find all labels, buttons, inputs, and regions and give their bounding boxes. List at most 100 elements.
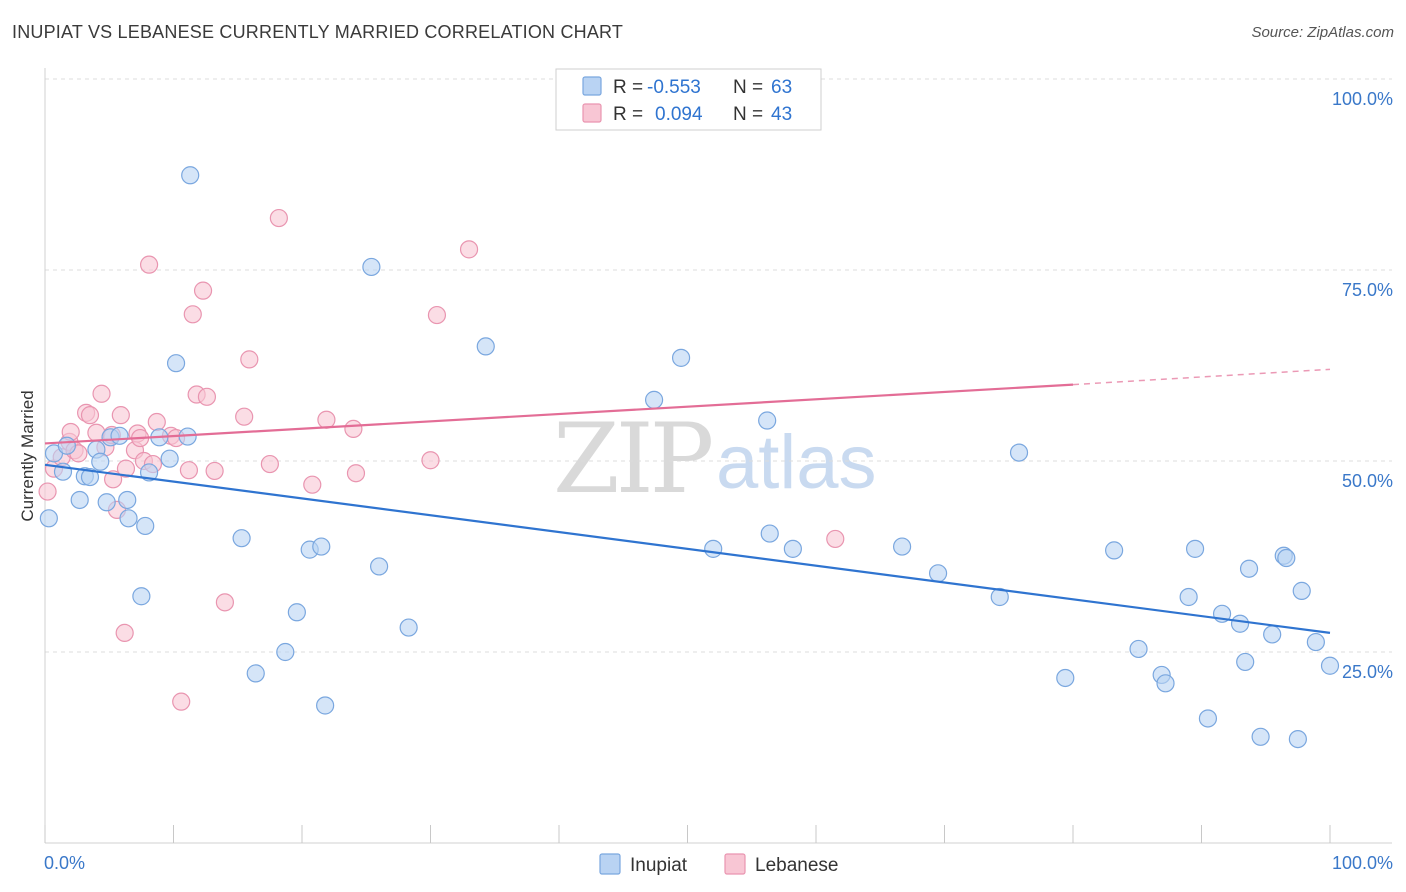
point-inupiat — [1320, 656, 1340, 675]
watermark-atlas: atlas — [716, 420, 877, 505]
point-inupiat — [181, 166, 200, 185]
point-lebanese — [38, 482, 57, 501]
point-lebanese — [147, 412, 166, 432]
point-lebanese — [115, 623, 134, 643]
point-lebanese — [193, 281, 213, 300]
point-lebanese — [235, 407, 254, 426]
point-inupiat — [1198, 709, 1218, 728]
stats-r-value-lebanese: 0.094 — [655, 104, 703, 125]
series-legend: Inupiat Lebanese — [599, 853, 838, 876]
point-inupiat — [1263, 625, 1282, 644]
point-inupiat — [136, 516, 155, 536]
point-inupiat — [80, 467, 100, 487]
point-inupiat — [362, 257, 381, 277]
point-inupiat — [287, 603, 306, 622]
point-inupiat — [1185, 539, 1205, 558]
point-lebanese — [303, 475, 322, 494]
legend-swatch-lebanese — [724, 853, 746, 875]
point-inupiat — [119, 509, 138, 528]
point-inupiat — [160, 449, 179, 468]
stats-n-label-inupiat: N = — [733, 77, 763, 98]
point-inupiat — [1129, 639, 1148, 659]
point-lebanese — [317, 410, 336, 429]
point-lebanese — [197, 387, 217, 406]
point-inupiat — [644, 390, 664, 409]
y-tick-label: 100.0% — [1332, 89, 1393, 109]
point-inupiat — [139, 463, 159, 482]
point-inupiat — [758, 411, 777, 430]
point-inupiat — [232, 529, 251, 548]
point-inupiat — [1179, 587, 1198, 607]
trend-line-lebanese-extension — [1072, 368, 1331, 386]
legend-swatch-inupiat — [599, 853, 621, 875]
stats-n-label-lebanese: N = — [733, 104, 763, 125]
stats-swatch-lebanese — [582, 103, 602, 123]
stats-swatch-inupiat — [582, 76, 602, 96]
point-inupiat — [91, 452, 110, 471]
point-inupiat — [70, 490, 89, 510]
y-tick-label: 75.0% — [1342, 280, 1393, 300]
point-lebanese — [139, 255, 159, 274]
stats-n-value-lebanese: 43 — [771, 104, 792, 125]
trend-line-inupiat — [44, 463, 1331, 634]
point-lebanese — [240, 350, 259, 369]
point-inupiat — [132, 587, 151, 606]
trend-line-lebanese — [44, 383, 1074, 445]
point-inupiat — [1292, 581, 1311, 600]
point-lebanese — [344, 419, 363, 439]
point-lebanese — [183, 305, 202, 324]
point-inupiat — [783, 539, 802, 558]
stats-r-value-inupiat: -0.553 — [647, 77, 701, 98]
point-inupiat — [316, 696, 335, 715]
legend-label-inupiat: Inupiat — [630, 855, 688, 876]
point-lebanese — [346, 464, 366, 483]
point-inupiat — [1009, 443, 1029, 462]
y-tick-label: 50.0% — [1342, 471, 1393, 491]
x-tick-label-max: 100.0% — [1332, 853, 1393, 873]
point-lebanese — [205, 461, 224, 481]
point-inupiat — [476, 337, 495, 356]
point-lebanese — [179, 461, 199, 480]
point-lebanese — [427, 305, 447, 325]
point-lebanese — [92, 384, 111, 403]
point-inupiat — [928, 564, 948, 583]
point-lebanese — [215, 593, 234, 612]
point-inupiat — [57, 436, 76, 455]
point-inupiat — [370, 557, 389, 576]
point-inupiat — [892, 537, 912, 556]
stats-legend: R = -0.553 N = 63 R = 0.094 N = 43 — [555, 68, 822, 131]
point-inupiat — [97, 493, 116, 512]
point-inupiat — [1277, 548, 1296, 568]
point-inupiat — [704, 539, 723, 558]
point-inupiat — [1056, 668, 1075, 688]
point-inupiat — [671, 348, 691, 367]
point-inupiat — [1239, 559, 1259, 578]
point-inupiat — [166, 354, 186, 373]
point-lebanese — [826, 529, 845, 549]
point-lebanese — [172, 692, 191, 711]
stats-n-value-inupiat: 63 — [771, 77, 792, 98]
point-inupiat — [118, 490, 137, 510]
source-credit: Source: ZipAtlas.com — [1251, 24, 1394, 41]
point-lebanese — [116, 459, 136, 478]
axes: 25.0% 50.0% 75.0% 100.0% 0.0% 100.0% — [44, 68, 1393, 873]
point-inupiat — [39, 509, 58, 528]
point-inupiat — [1156, 674, 1175, 693]
stats-r-label-lebanese: R = — [613, 104, 643, 125]
point-inupiat — [1288, 729, 1307, 749]
y-tick-label: 25.0% — [1342, 662, 1393, 682]
watermark-zip: ZIP — [553, 403, 712, 515]
stats-r-label-inupiat: R = — [613, 77, 643, 98]
point-inupiat — [1306, 632, 1325, 652]
point-lebanese — [111, 406, 130, 425]
point-inupiat — [1230, 614, 1250, 633]
point-lebanese — [80, 406, 100, 425]
point-lebanese — [459, 240, 479, 259]
point-inupiat — [246, 664, 265, 683]
point-inupiat — [1236, 652, 1255, 672]
point-inupiat — [276, 642, 295, 662]
point-inupiat — [399, 618, 418, 637]
trend-lines — [44, 368, 1331, 634]
point-lebanese — [260, 454, 279, 474]
